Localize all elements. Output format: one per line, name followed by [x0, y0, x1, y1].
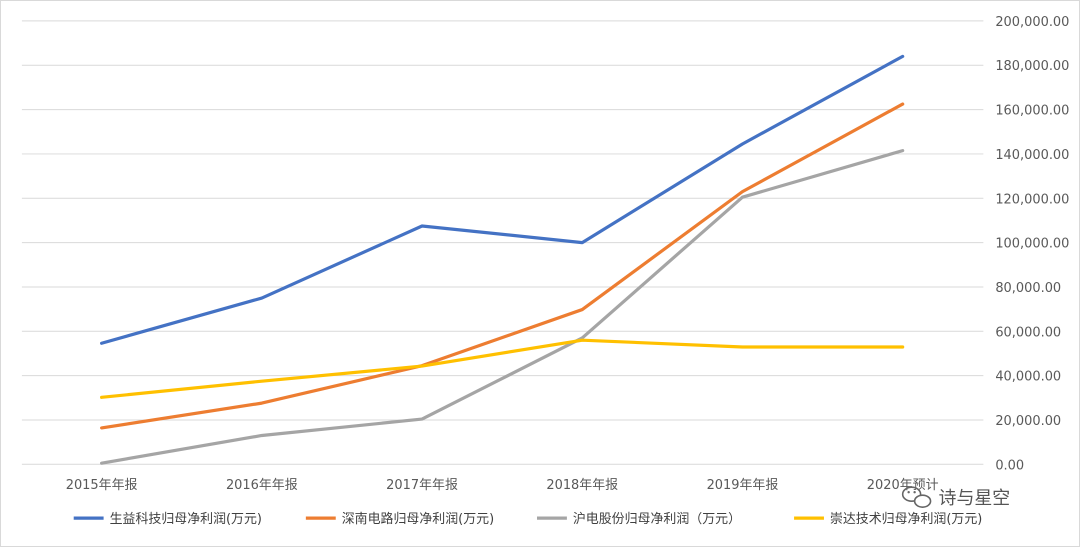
- wechat-icon: [901, 486, 932, 508]
- y-tick-label: 160,000.00: [995, 104, 1069, 119]
- watermark-text: 诗与星空: [939, 488, 1011, 509]
- y-tick-label: 20,000.00: [995, 414, 1061, 429]
- x-tick-label: 2018年年报: [546, 478, 618, 493]
- y-tick-label: 180,000.00: [995, 59, 1069, 74]
- legend-label: 崇达技术归母净利润(万元): [830, 512, 982, 527]
- watermark: 诗与星空: [901, 486, 1011, 509]
- y-tick-label: 100,000.00: [995, 237, 1069, 252]
- legend-label: 生益科技归母净利润(万元): [110, 512, 262, 527]
- legend: 生益科技归母净利润(万元) 深南电路归母净利润(万元) 沪电股份归母净利润（万元） 崇…: [73, 511, 982, 527]
- series-line-2: [100, 102, 905, 430]
- y-tick-label: 40,000.00: [995, 370, 1061, 385]
- legend-label: 深南电路归母净利润(万元): [342, 511, 494, 527]
- y-axis-ticks: 0.00 20,000.00 40,000.00 60,000.00 80,000.00…: [995, 15, 1069, 473]
- legend-label: 沪电股份归母净利润（万元）: [573, 512, 741, 527]
- y-tick-label: 200,000.00: [995, 15, 1069, 30]
- x-tick-label: 2017年年报: [386, 478, 458, 493]
- gridlines: [21, 20, 984, 465]
- x-axis-ticks: 2015年年报 2016年年报 2017年年报 2018年年报 2019年年报 2020年…: [66, 478, 939, 493]
- series-lines: [100, 54, 905, 465]
- y-tick-label: 120,000.00: [995, 192, 1069, 207]
- x-tick-label: 2016年年报: [226, 478, 298, 493]
- x-tick-label: 2020年预计: [867, 478, 939, 493]
- x-tick-label: 2015年年报: [66, 478, 138, 493]
- x-tick-label: 2019年年报: [707, 478, 779, 493]
- y-tick-label: 80,000.00: [995, 281, 1061, 296]
- series-line-4: [100, 338, 905, 399]
- y-tick-label: 140,000.00: [995, 148, 1069, 163]
- y-tick-label: 0.00: [995, 458, 1024, 473]
- series-line-3: [100, 149, 905, 465]
- y-tick-label: 60,000.00: [995, 325, 1061, 340]
- series-line-1: [100, 54, 905, 345]
